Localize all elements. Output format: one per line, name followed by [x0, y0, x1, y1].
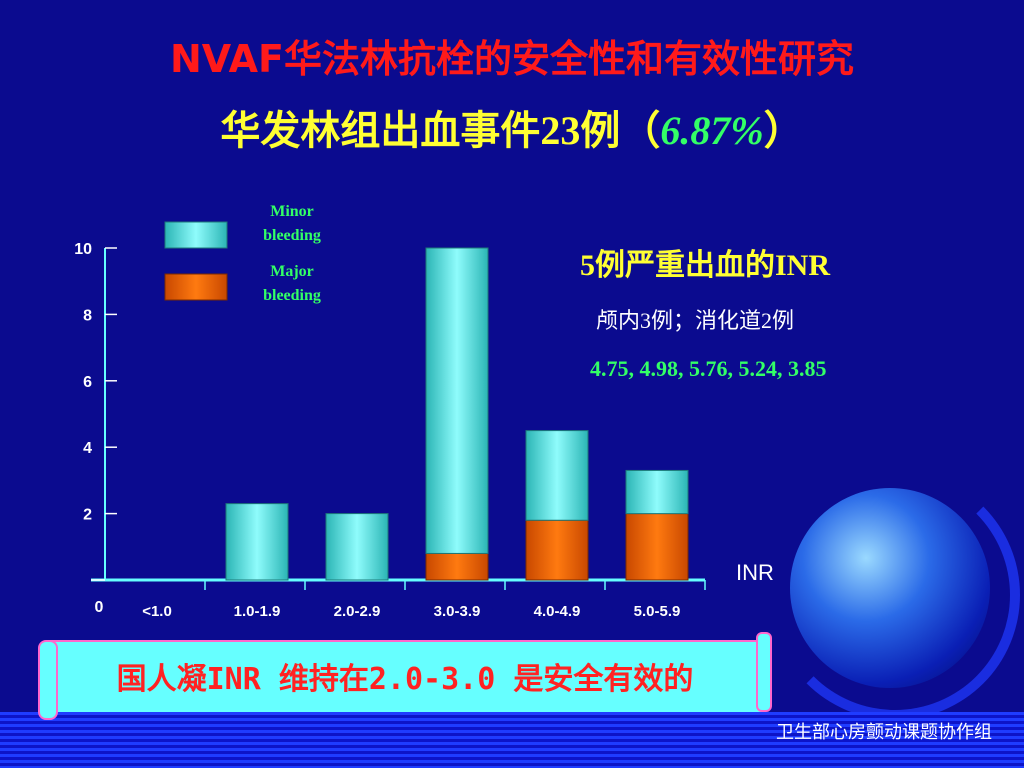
- legend-minor-line2: bleeding: [263, 227, 321, 244]
- conclusion-text: 国人凝INR 维持在2.0-3.0 是安全有效的: [116, 662, 694, 697]
- x-axis-label: INR: [736, 560, 774, 585]
- footer-credit: 卫生部心房颤动课题协作组: [776, 722, 992, 743]
- x-tick-label-2: 2.0-2.9: [334, 603, 381, 620]
- bar-major-3: [425, 552, 489, 581]
- bar-major-5: [625, 513, 689, 581]
- bar-minor-4: [525, 430, 589, 521]
- bar-major-4: [525, 519, 589, 581]
- x-tick-label-3: 3.0-3.9: [434, 603, 481, 620]
- bar-minor-1: [225, 503, 289, 581]
- legend-major-line1: Major: [270, 263, 314, 280]
- severe-bleeding-heading: 5例严重出血的INR: [580, 249, 831, 282]
- y-tick-label-10: 10: [74, 241, 92, 258]
- subtitle-percent: 6.87%: [660, 108, 764, 153]
- subtitle-main: 华发林组出血事件23例: [220, 108, 621, 153]
- x-tick-label-5: 5.0-5.9: [634, 603, 681, 620]
- bar-minor-2: [325, 513, 389, 581]
- legend-major-label: Major bleeding: [250, 260, 334, 308]
- globe-icon: [790, 488, 990, 688]
- legend-major-swatch: [164, 273, 228, 301]
- y-tick-label-0: 0: [95, 599, 104, 616]
- page-subtitle: 华发林组出血事件23例（6.87%）: [0, 98, 1024, 156]
- banner-scroll-left: [38, 640, 58, 720]
- legend-minor-swatch: [164, 221, 228, 249]
- y-tick-label-2: 2: [83, 507, 92, 524]
- bar-minor-3: [425, 247, 489, 554]
- bottom-band: [0, 712, 1024, 768]
- legend-major-line2: bleeding: [263, 287, 321, 304]
- severe-bleeding-values: 4.75, 4.98, 5.76, 5.24, 3.85: [590, 356, 827, 381]
- severe-bleeding-detail: 颅内3例；消化道2例: [596, 308, 795, 333]
- y-tick-label-4: 4: [83, 440, 92, 457]
- legend-minor-line1: Minor: [270, 203, 314, 220]
- y-tick-label-6: 6: [83, 374, 92, 391]
- x-tick-label-4: 4.0-4.9: [534, 603, 581, 620]
- page-title: NVAF华法林抗栓的安全性和有效性研究: [169, 37, 854, 81]
- y-tick-label-8: 8: [83, 307, 92, 324]
- subtitle-open-paren: （: [620, 108, 661, 153]
- x-tick-label-1: 1.0-1.9: [234, 603, 281, 620]
- bar-minor-5: [625, 469, 689, 515]
- conclusion-banner: [46, 640, 764, 712]
- banner-scroll-right: [756, 632, 772, 712]
- legend-minor-label: Minor bleeding: [250, 200, 334, 248]
- subtitle-close-paren: ）: [763, 108, 804, 153]
- x-tick-label-0: <1.0: [142, 603, 172, 620]
